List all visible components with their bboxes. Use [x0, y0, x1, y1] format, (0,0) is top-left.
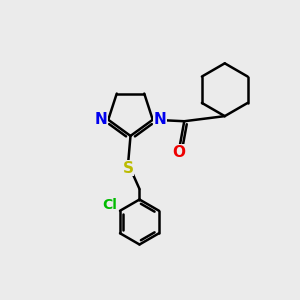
Text: N: N — [154, 112, 167, 127]
Text: N: N — [94, 112, 107, 127]
Text: S: S — [123, 160, 134, 175]
Text: O: O — [172, 145, 185, 160]
Text: Cl: Cl — [103, 198, 118, 212]
